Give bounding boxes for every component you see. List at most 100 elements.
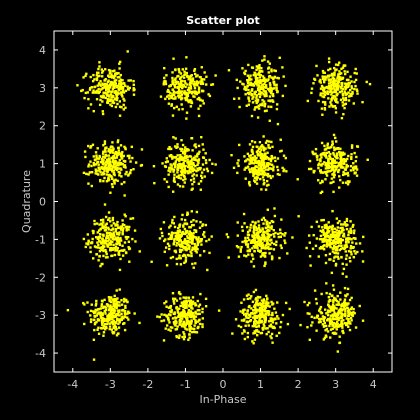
scatter-point [263,55,266,58]
scatter-point [242,212,246,216]
scatter-point [173,86,177,89]
scatter-point [183,152,186,156]
scatter-point [167,232,171,236]
scatter-point [261,102,264,105]
scatter-point [349,92,352,96]
scatter-point [179,147,182,151]
scatter-point [350,229,353,233]
scatter-point [340,159,344,163]
scatter-point [256,171,259,174]
scatter-point [113,69,116,72]
scatter-point [201,307,204,311]
scatter-point [185,300,189,304]
scatter-point [103,140,107,143]
scatter-point [87,173,90,176]
scatter-point [99,313,102,316]
scatter-point [329,238,332,242]
scatter-point [349,244,353,248]
scatter-point [100,157,104,161]
scatter-point [342,331,345,335]
scatter-point [255,101,258,105]
scatter-point [110,145,113,148]
scatter-point [347,319,350,323]
scatter-point [182,76,186,79]
scatter-point [306,303,309,307]
scatter-point [97,229,101,232]
scatter-point [343,172,347,176]
scatter-point [244,160,247,163]
scatter-point [270,241,274,244]
scatter-point [190,224,194,227]
scatter-point [265,139,269,143]
scatter-point [190,161,193,164]
scatter-point [271,157,274,160]
scatter-point [108,322,111,325]
scatter-point [306,312,309,315]
scatter-point [261,244,264,247]
scatter-point [344,250,347,253]
scatter-point [101,218,105,221]
scatter-point [118,67,121,70]
scatter-point [186,314,189,317]
scatter-point [341,226,344,230]
scatter-point [103,167,107,170]
scatter-point [244,241,247,244]
scatter-point [333,251,336,255]
scatter-point [269,157,273,161]
scatter-point [175,146,178,149]
scatter-point [256,76,259,80]
scatter-point [175,299,179,302]
scatter-point [169,163,172,166]
scatter-point [192,95,195,98]
scatter-point [256,79,259,82]
scatter-point [342,158,345,161]
scatter-point [99,315,103,318]
scatter-point [319,234,323,238]
scatter-point [337,85,340,88]
scatter-point [165,74,168,77]
scatter-point [188,301,192,304]
scatter-point [321,247,324,250]
scatter-point [345,243,348,246]
scatter-point [109,174,112,178]
scatter-point [256,152,259,156]
scatter-point [180,173,183,177]
scatter-point [114,230,118,233]
scatter-point [329,152,332,156]
scatter-point [332,308,335,312]
scatter-point [182,84,186,87]
scatter-point [109,93,113,96]
scatter-point [204,297,208,301]
scatter-point [168,247,171,251]
scatter-point [189,79,193,82]
scatter-point [116,236,120,239]
scatter-point [134,240,137,243]
scatter-point [267,310,271,313]
scatter-point [252,290,256,294]
scatter-point [98,223,101,226]
scatter-point [179,156,182,159]
scatter-point [268,119,271,122]
scatter-point [178,290,181,294]
scatter-point [127,310,130,313]
scatter-point [349,322,352,325]
scatter-point [325,92,329,95]
scatter-point [90,164,93,168]
scatter-point [319,93,322,97]
scatter-point [350,313,354,316]
scatter-point [253,249,256,253]
scatter-point [251,340,254,343]
scatter-point [95,302,98,305]
scatter-point [170,311,173,314]
scatter-point [265,239,269,242]
scatter-point [268,82,272,85]
scatter-point [200,243,203,246]
scatter-point [110,167,113,170]
scatter-point [266,172,270,176]
scatter-point [190,158,194,161]
scatter-point [263,309,266,313]
scatter-point [121,229,125,232]
scatter-point [315,220,319,224]
scatter-point [253,91,256,94]
scatter-point [352,102,355,105]
